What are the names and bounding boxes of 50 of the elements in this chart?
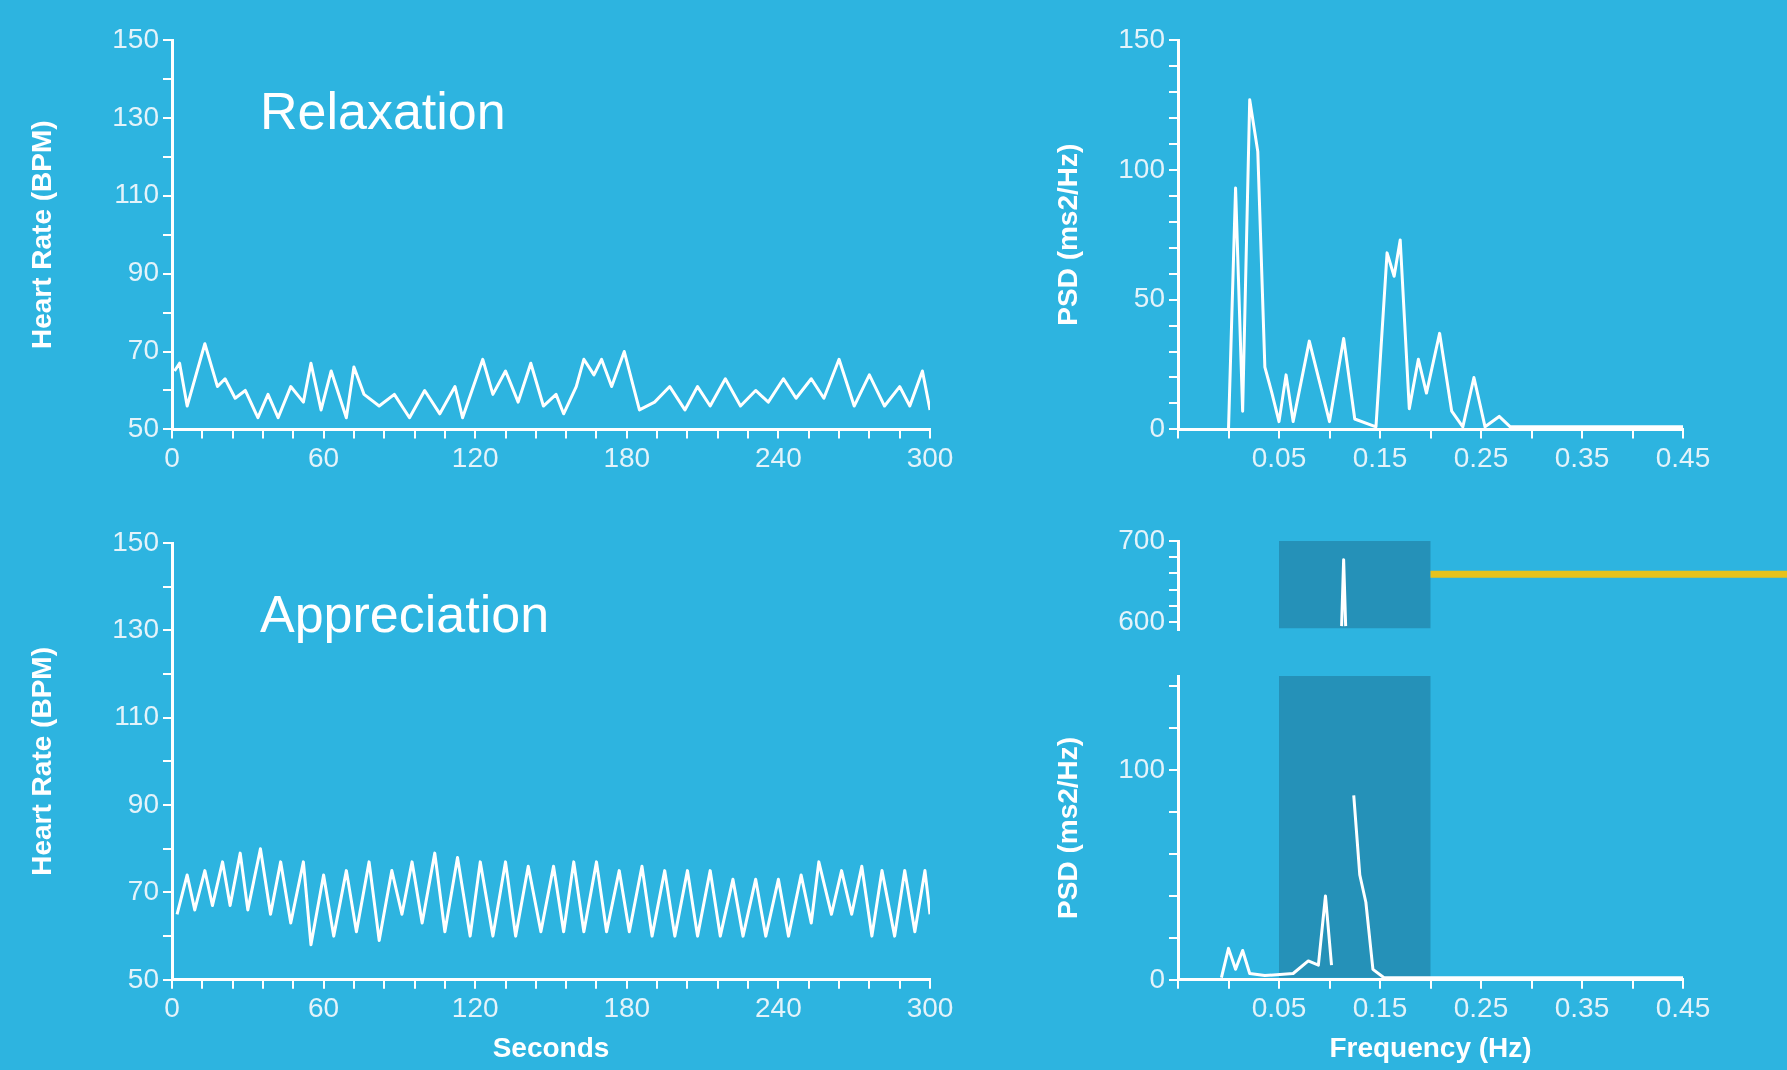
y-axis-title: PSD (ms2/Hz) <box>1051 143 1083 326</box>
x-axis-title: Frequency (Hz) <box>1329 1031 1532 1063</box>
y-tick-label: 0 <box>1149 412 1165 444</box>
x-tick-label: 0.45 <box>1655 992 1711 1024</box>
x-tick-label: 0.05 <box>1251 992 1307 1024</box>
y-tick-label: 90 <box>127 787 159 819</box>
x-tick-label: 120 <box>451 992 499 1024</box>
y-tick-label: 50 <box>1133 282 1165 314</box>
text: Relaxation <box>260 82 506 141</box>
x-tick-label: 0.25 <box>1453 441 1509 473</box>
y-tick-label: 90 <box>127 256 159 288</box>
y-tick-label: 150 <box>112 22 159 54</box>
x-tick-label: 60 <box>308 441 340 473</box>
x-axis-title: Seconds <box>492 1031 610 1063</box>
x-tick-label: 0.35 <box>1554 992 1610 1024</box>
y-tick-label: 110 <box>114 700 159 732</box>
y-tick-label: 50 <box>127 412 159 444</box>
x-tick-label: 180 <box>603 441 651 473</box>
y-tick-label: 100 <box>1118 753 1165 784</box>
x-tick-label: 0 <box>164 441 180 473</box>
x-tick-label: 0.15 <box>1352 992 1408 1024</box>
y-tick-label: 150 <box>112 525 159 557</box>
x-tick-label: 0 <box>164 992 180 1024</box>
x-tick-label: 240 <box>755 992 802 1024</box>
y-tick-label: 130 <box>112 613 159 645</box>
y-tick-label: 110 <box>114 178 159 210</box>
y-tick-label: 150 <box>1118 22 1165 54</box>
y-tick-label: 70 <box>127 875 159 907</box>
x-tick-label: 0.45 <box>1655 441 1711 473</box>
y-tick-label: 70 <box>127 334 159 366</box>
x-tick-label: 240 <box>755 441 802 473</box>
x-tick-label: 0.15 <box>1352 441 1408 473</box>
x-tick-label: 60 <box>308 992 340 1024</box>
x-tick-label: 0.35 <box>1554 441 1610 473</box>
x-tick-label: 180 <box>603 992 651 1024</box>
y-axis-title: PSD (ms2/Hz) <box>1051 736 1083 919</box>
x-tick-label: 0.05 <box>1251 441 1307 473</box>
y-tick-label: 700 <box>1118 523 1165 555</box>
x-tick-label: 300 <box>906 441 954 473</box>
x-tick-label: 300 <box>906 992 954 1024</box>
y-tick-label: 130 <box>112 100 159 132</box>
y-tick-label: 100 <box>1118 152 1165 184</box>
x-tick-label: 120 <box>451 441 499 473</box>
y-tick-label: 50 <box>127 962 159 994</box>
text: Appreciation <box>260 585 550 644</box>
y-tick-label: 0 <box>1149 962 1165 994</box>
y-axis-title: Heart Rate (BPM) <box>25 120 57 350</box>
y-tick-label: 600 <box>1118 604 1165 636</box>
x-tick-label: 0.25 <box>1453 992 1509 1024</box>
y-axis-title: Heart Rate (BPM) <box>25 647 57 876</box>
